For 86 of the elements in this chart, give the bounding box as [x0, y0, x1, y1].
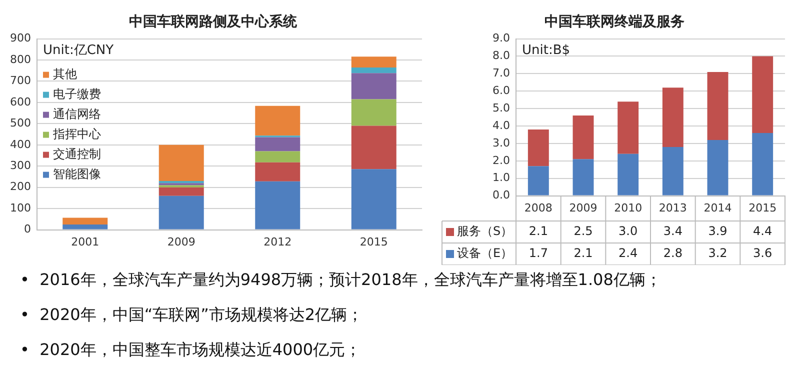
chart-title: 中国车联网终端及服务: [544, 13, 684, 30]
x-tick-label: 2010: [614, 201, 642, 214]
y-tick-label: 6.0: [492, 84, 510, 97]
x-tick-label: 2014: [704, 201, 732, 214]
y-tick-label: 100: [10, 201, 31, 214]
y-tick-label: 7.0: [492, 66, 510, 80]
y-tick-label: 2.0: [492, 154, 510, 167]
x-tick-label: 2009: [569, 201, 598, 214]
bar: [255, 151, 300, 162]
y-tick-label: 1.0: [492, 171, 510, 184]
x-tick-label: 2013: [658, 201, 687, 214]
bar: [662, 88, 684, 147]
bar: [618, 154, 639, 196]
bar: [255, 106, 300, 136]
y-tick-label: 400: [10, 138, 31, 151]
y-tick-label: 0: [24, 222, 31, 236]
y-tick-label: 900: [10, 32, 31, 45]
x-tick-label: 2001: [71, 235, 100, 248]
chart-title: 中国车联网路侧及中心系统: [129, 13, 298, 30]
bar: [572, 116, 594, 160]
legend-label: 电子缴费: [52, 86, 101, 101]
data-label: 2.1: [528, 224, 548, 238]
annotation: Unit:B$: [522, 43, 570, 58]
bar: [528, 166, 549, 196]
bar: [351, 56, 396, 68]
bar: [255, 137, 300, 152]
bar: [618, 102, 639, 154]
bar: [528, 130, 549, 166]
legend-label: 指挥中心: [52, 126, 101, 141]
x-tick-label: 2009: [167, 235, 196, 248]
x-tick-label: 2015: [360, 235, 388, 248]
legend-label: 智能图像: [52, 166, 101, 181]
data-label: 3.4: [663, 224, 682, 238]
y-tick-label: 700: [10, 74, 31, 88]
bar: [158, 144, 204, 181]
text: • 2020年，中国整车市场规模达近4000亿元；: [20, 339, 362, 361]
data-label: 3.0: [618, 224, 638, 238]
text: • 2016年，全球汽车产量约为9498万辆；预计2018年，全球汽车产量将增至1.08亿辆；: [20, 269, 662, 291]
y-tick-label: 800: [10, 52, 31, 66]
y-tick-label: 3.0: [492, 136, 510, 150]
legend-label: 交通控制: [52, 146, 101, 161]
data-label: 3.9: [708, 224, 728, 238]
bar: [572, 159, 594, 196]
x-tick-label: 2015: [748, 201, 777, 214]
bar: [158, 180, 204, 184]
data-label: 2.4: [618, 246, 638, 260]
y-tick-label: 200: [10, 180, 31, 194]
bar: [62, 218, 108, 224]
x-tick-label: 2012: [264, 235, 292, 248]
bar: [351, 126, 396, 170]
y-tick-label: 300: [10, 158, 31, 172]
bar: [752, 56, 774, 133]
y-tick-label: 4.0: [492, 118, 510, 132]
y-tick-label: 9.0: [492, 32, 510, 45]
data-label: 2.8: [663, 246, 682, 260]
data-label: 2.1: [574, 246, 593, 260]
bar: [158, 187, 204, 196]
annotation: Unit:亿CNY: [42, 43, 114, 58]
y-tick-label: 500: [10, 116, 31, 130]
bar: [351, 67, 396, 74]
y-tick-label: 600: [10, 95, 31, 108]
bar: [707, 72, 728, 140]
y-tick-label: 0.0: [492, 188, 510, 202]
data-label: 3.6: [753, 246, 772, 260]
bar: [255, 181, 300, 230]
bar: [662, 146, 684, 196]
bar: [351, 169, 396, 230]
data-label: 2.5: [574, 224, 593, 238]
y-tick-label: 8.0: [492, 49, 510, 62]
data-label: 1.7: [528, 246, 548, 260]
y-tick-label: 5.0: [492, 101, 510, 114]
bar: [351, 99, 396, 126]
bar: [62, 224, 108, 230]
data-label: 3.2: [708, 246, 728, 260]
legend-label: 其他: [52, 66, 77, 81]
legend-label: 通信网络: [52, 106, 101, 121]
bar: [752, 133, 774, 196]
bar: [158, 196, 204, 230]
x-tick-label: 2008: [524, 201, 552, 214]
bar: [351, 73, 396, 100]
bar: [255, 162, 300, 182]
legend-label: 服务（S）: [457, 224, 513, 238]
data-label: 4.4: [753, 224, 772, 238]
bar: [707, 140, 728, 196]
legend-label: 设备（E）: [457, 246, 513, 260]
text: • 2020年，中国“车联网”市场规模将达2亿辆；: [20, 304, 364, 326]
